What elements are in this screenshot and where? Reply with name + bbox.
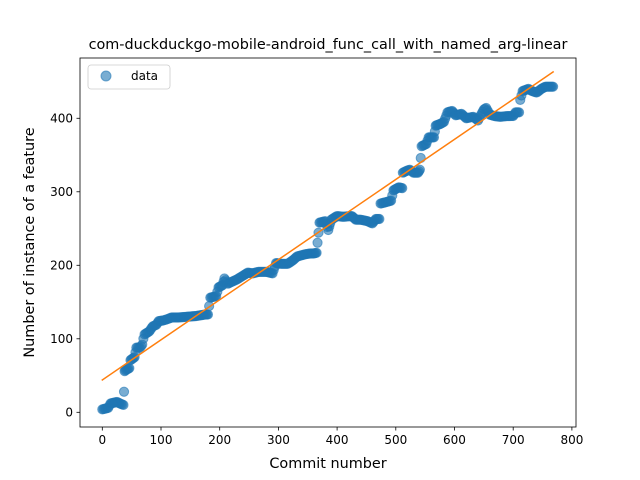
y-axis-label: Number of instance of a feature xyxy=(22,127,38,357)
y-tick-label: 300 xyxy=(50,185,73,199)
x-tick-label: 100 xyxy=(150,433,173,447)
x-axis-ticks: 0 100 200 300 400 500 600 700 800 xyxy=(98,427,583,447)
data-point xyxy=(202,309,214,320)
legend-label-data: data xyxy=(131,69,158,83)
legend-marker-data xyxy=(100,70,112,82)
legend: data xyxy=(87,64,171,90)
axes-frame xyxy=(79,57,577,428)
x-axis-label: Commit number xyxy=(269,456,386,472)
data-point xyxy=(397,183,408,194)
data-point xyxy=(374,213,385,225)
chart-title: com-duckduckgo-mobile-android_func_call_… xyxy=(89,37,568,53)
fit-line-layer xyxy=(101,70,555,381)
y-tick-label: 100 xyxy=(50,332,73,346)
data-point xyxy=(118,386,130,397)
data-point xyxy=(513,107,525,118)
y-tick-label: 0 xyxy=(65,405,73,419)
x-tick-label: 600 xyxy=(443,433,466,447)
x-tick-label: 400 xyxy=(326,433,349,447)
x-tick-label: 700 xyxy=(502,433,525,447)
x-tick-label: 300 xyxy=(267,433,290,447)
legend-box xyxy=(87,64,171,90)
data-point xyxy=(118,399,129,411)
x-tick-label: 0 xyxy=(98,433,106,447)
data-point xyxy=(415,152,426,164)
x-tick-label: 500 xyxy=(384,433,407,447)
x-tick-label: 800 xyxy=(560,433,583,447)
fit-line xyxy=(101,70,555,381)
y-tick-label: 200 xyxy=(50,258,73,272)
plot-area xyxy=(97,70,559,415)
y-axis-ticks: 0 100 200 300 400 xyxy=(50,111,80,419)
data-point xyxy=(312,237,323,248)
y-tick-label: 400 xyxy=(50,111,73,125)
x-tick-label: 200 xyxy=(208,433,231,447)
data-point xyxy=(414,164,425,175)
data-point xyxy=(548,81,559,92)
data-point xyxy=(311,247,322,258)
